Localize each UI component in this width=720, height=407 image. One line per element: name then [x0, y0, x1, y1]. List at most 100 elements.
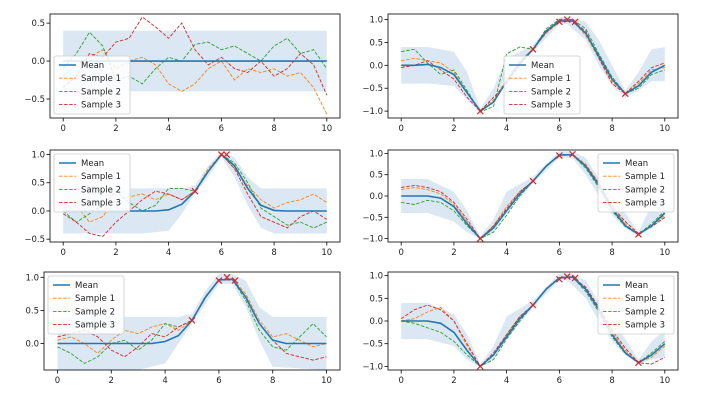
x-tick-label: 4 [166, 124, 171, 134]
observation-marker [563, 16, 571, 23]
y-tick-label: −1.0 [362, 362, 383, 372]
legend-label-sample-1: Sample 1 [75, 294, 115, 304]
x-tick-label: 4 [166, 248, 171, 258]
x-tick-label: 10 [321, 376, 332, 386]
x-tick-label: 4 [504, 124, 509, 134]
x-tick-label: 0 [55, 376, 60, 386]
observation-marker [188, 316, 196, 324]
observation-marker [635, 359, 642, 367]
observation-marker [563, 273, 571, 280]
legend-box [53, 55, 131, 115]
x-tick-label: 10 [659, 124, 670, 134]
observation-marker [555, 275, 563, 283]
y-tick-label: 0.5 [31, 179, 45, 189]
panel-top-right: 0 2 4 6 8 10 −1.0 −0.5 0.0 0.5 1.0 Mean Sample 1 Samp… [362, 13, 679, 134]
observation-marker [476, 235, 484, 243]
y-tick-label: 0.0 [31, 57, 45, 67]
y-tick-label: 0.0 [369, 61, 383, 71]
legend-label-sample-2: Sample 2 [75, 307, 115, 317]
x-tick-label: 8 [609, 124, 614, 134]
series-line-sample-3 [57, 279, 327, 361]
legend-label-sample-1: Sample 1 [81, 74, 121, 84]
legend-label-sample-3: Sample 3 [75, 321, 115, 331]
x-tick-label: 6 [219, 248, 224, 258]
observation-marker [635, 230, 642, 238]
y-tick-label: 1.0 [369, 149, 383, 159]
confidence-band [401, 151, 665, 240]
legend-label-sample-3: Sample 3 [531, 101, 571, 111]
x-tick-label: 8 [271, 124, 276, 134]
legend: Mean Sample 1 Sample 2 Sample 3 [503, 55, 581, 115]
observation-marker [529, 45, 537, 53]
legend-label-sample-3: Sample 3 [625, 199, 665, 209]
legend: Mean Sample 1 Sample 2 Sample 3 [53, 55, 131, 115]
series-line-sample-3 [62, 16, 328, 96]
legend-label-mean: Mean [531, 61, 554, 71]
legend-box [597, 275, 675, 335]
y-tick-label: 0.0 [369, 317, 383, 327]
x-tick-label: 6 [557, 248, 562, 258]
legend-label-sample-3: Sample 3 [81, 101, 121, 111]
observation-marker [217, 151, 225, 158]
legend-label-mean: Mean [81, 61, 104, 71]
x-tick-label: 8 [271, 248, 276, 258]
legend-label-mean: Mean [625, 281, 648, 291]
observation-marker [231, 277, 239, 285]
legend: Mean Sample 1 Sample 2 Sample 3 [597, 275, 675, 335]
x-tick-label: 10 [321, 124, 332, 134]
axes-frame [43, 271, 341, 371]
observation-marker [191, 187, 199, 195]
legend-label-sample-1: Sample 1 [81, 172, 121, 182]
y-tick-label: 0.5 [25, 306, 39, 316]
panel-middle-right: 0 2 4 6 8 10 −1.0 −0.5 0.0 0.5 1.0 Mean Sample 1 Samp… [362, 149, 679, 258]
legend-label-sample-1: Sample 1 [625, 172, 665, 182]
series-line-sample-3 [401, 20, 665, 112]
legend-label-sample-3: Sample 3 [81, 199, 121, 209]
observation-marker [571, 274, 579, 282]
x-tick-label: 2 [451, 124, 456, 134]
legend-label-mean: Mean [625, 159, 648, 169]
legend-box [53, 153, 131, 213]
series-line-sample-1 [62, 49, 328, 115]
legend-label-sample-1: Sample 1 [625, 294, 665, 304]
x-tick-label: 8 [609, 248, 614, 258]
y-tick-label: −0.5 [362, 213, 383, 223]
confidence-band [57, 274, 327, 370]
legend-label-mean: Mean [81, 159, 104, 169]
y-tick-label: 1.0 [369, 15, 383, 25]
panel-bottom-right: 0 2 4 6 8 10 −1.0 −0.5 0.0 0.5 1.0 Mean Sample 1 Samp… [362, 271, 679, 386]
legend-label-sample-3: Sample 3 [625, 321, 665, 331]
x-tick-label: 4 [162, 376, 167, 386]
legend-label-sample-2: Sample 2 [625, 307, 665, 317]
axes-frame [49, 149, 341, 243]
observation-marker [476, 107, 484, 115]
x-tick-label: 0 [398, 376, 403, 386]
observation-marker [529, 301, 537, 309]
observation-marker [569, 150, 576, 158]
x-tick-label: 2 [451, 376, 456, 386]
x-tick-label: 10 [659, 248, 670, 258]
x-tick-label: 0 [60, 248, 65, 258]
observation-marker [555, 18, 563, 26]
confidence-band [401, 17, 665, 114]
panel-top-left: 0 2 4 6 8 10 −0.5 0.0 0.5 Mean Sample 1 Sample 2 Sam… [24, 13, 341, 134]
legend-label-sample-2: Sample 2 [531, 87, 571, 97]
y-tick-label: 0.0 [369, 192, 383, 202]
y-tick-label: 0.5 [369, 38, 383, 48]
observation-marker [223, 273, 231, 281]
observation-marker [215, 277, 223, 285]
x-tick-label: 6 [557, 376, 562, 386]
axes-frame [387, 13, 679, 119]
y-tick-label: 0.5 [369, 294, 383, 304]
legend-box [597, 153, 675, 213]
legend: Mean Sample 1 Sample 2 Sample 3 [53, 153, 131, 213]
x-tick-label: 8 [270, 376, 275, 386]
x-tick-label: 10 [321, 248, 332, 258]
y-tick-label: 1.0 [25, 273, 39, 283]
series-line-sample-2 [62, 31, 328, 85]
axes-frame [49, 13, 341, 119]
observation-marker [223, 151, 231, 158]
observation-marker [621, 90, 629, 98]
legend-label-mean: Mean [75, 281, 98, 291]
x-tick-label: 2 [109, 376, 114, 386]
